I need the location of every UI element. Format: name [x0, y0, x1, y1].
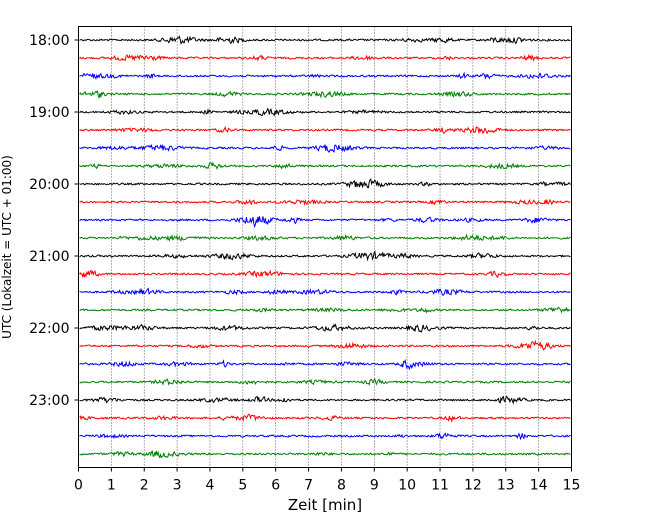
traces [79, 35, 571, 459]
x-tick-label: 0 [74, 478, 83, 494]
x-tick-label: 4 [206, 478, 215, 494]
trace-line [79, 216, 571, 229]
trace-line [79, 198, 571, 207]
trace-line [79, 378, 571, 386]
trace-line [79, 233, 571, 242]
x-tick-label: 8 [337, 478, 346, 494]
trace-line [79, 143, 571, 153]
y-tick-label: 20:00 [29, 177, 69, 193]
x-tick-label: 15 [563, 478, 581, 494]
trace-line [79, 306, 571, 314]
x-tick-label: 12 [464, 478, 482, 494]
trace-line [79, 35, 571, 45]
trace-line [79, 250, 571, 262]
x-tick-label: 13 [497, 478, 515, 494]
x-tick-label: 10 [398, 478, 416, 494]
y-tick-label: 18:00 [29, 33, 69, 49]
trace-line [79, 339, 571, 351]
trace-line [79, 269, 571, 279]
x-tick-label: 3 [173, 478, 182, 494]
x-tick-label: 11 [431, 478, 449, 494]
x-tick-label: 5 [238, 478, 247, 494]
trace-line [79, 161, 571, 170]
y-tick-label: 23:00 [29, 393, 69, 409]
y-tick-label: 21:00 [29, 249, 69, 265]
trace-line [79, 287, 571, 297]
x-tick-label: 1 [107, 478, 116, 494]
x-axis-label: Zeit [min] [288, 496, 362, 514]
x-tick-label: 6 [271, 478, 280, 494]
trace-line [79, 178, 571, 189]
y-tick-label: 19:00 [29, 105, 69, 121]
trace-line [79, 323, 571, 333]
x-axis-ticks: 0 1 2 3 4 5 6 7 8 9 10 11 12 13 14 15 [74, 467, 581, 494]
trace-line [79, 432, 571, 441]
x-tick-label: 7 [304, 478, 313, 494]
trace-line [79, 71, 571, 80]
trace-line [79, 413, 571, 423]
x-tick-label: 14 [530, 478, 548, 494]
trace-line [79, 89, 571, 99]
trace-line [79, 107, 571, 117]
trace-line [79, 395, 571, 405]
y-tick-label: 22:00 [29, 321, 69, 337]
trace-line [79, 450, 571, 459]
trace-line [79, 358, 571, 371]
trace-line [79, 125, 571, 135]
y-axis-label: UTC (Lokalzeit = UTC + 01:00) [0, 155, 14, 339]
x-tick-label: 9 [370, 478, 379, 494]
y-axis-ticks: 18:00 19:00 20:00 21:00 22:00 23:00 [29, 33, 79, 409]
x-tick-label: 2 [140, 478, 149, 494]
plot-frame [78, 26, 572, 468]
trace-line [79, 53, 571, 62]
